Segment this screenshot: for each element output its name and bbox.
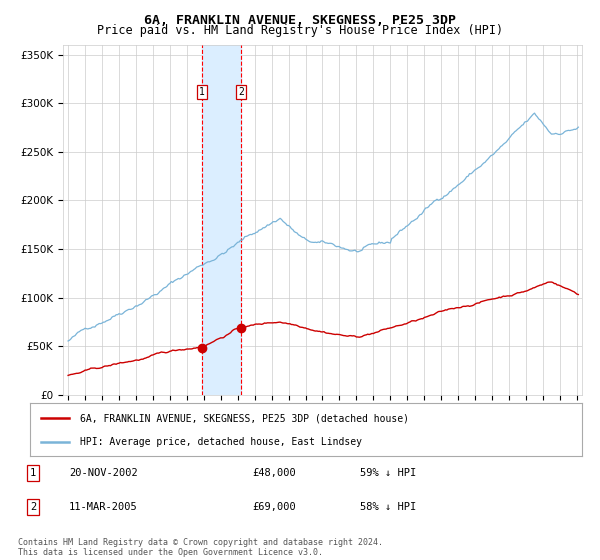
Bar bbox=[202, 45, 241, 395]
Text: 1: 1 bbox=[199, 87, 205, 97]
Text: Price paid vs. HM Land Registry's House Price Index (HPI): Price paid vs. HM Land Registry's House … bbox=[97, 24, 503, 37]
Text: 6A, FRANKLIN AVENUE, SKEGNESS, PE25 3DP (detached house): 6A, FRANKLIN AVENUE, SKEGNESS, PE25 3DP … bbox=[80, 413, 409, 423]
Text: 6A, FRANKLIN AVENUE, SKEGNESS, PE25 3DP: 6A, FRANKLIN AVENUE, SKEGNESS, PE25 3DP bbox=[144, 14, 456, 27]
Text: 2: 2 bbox=[238, 87, 244, 97]
Text: £69,000: £69,000 bbox=[252, 502, 296, 512]
Text: 1: 1 bbox=[30, 468, 36, 478]
Text: 20-NOV-2002: 20-NOV-2002 bbox=[69, 468, 138, 478]
Text: 58% ↓ HPI: 58% ↓ HPI bbox=[360, 502, 416, 512]
Text: 59% ↓ HPI: 59% ↓ HPI bbox=[360, 468, 416, 478]
Text: 2: 2 bbox=[30, 502, 36, 512]
Text: 11-MAR-2005: 11-MAR-2005 bbox=[69, 502, 138, 512]
Text: Contains HM Land Registry data © Crown copyright and database right 2024.
This d: Contains HM Land Registry data © Crown c… bbox=[18, 538, 383, 557]
Text: HPI: Average price, detached house, East Lindsey: HPI: Average price, detached house, East… bbox=[80, 436, 362, 446]
Text: £48,000: £48,000 bbox=[252, 468, 296, 478]
